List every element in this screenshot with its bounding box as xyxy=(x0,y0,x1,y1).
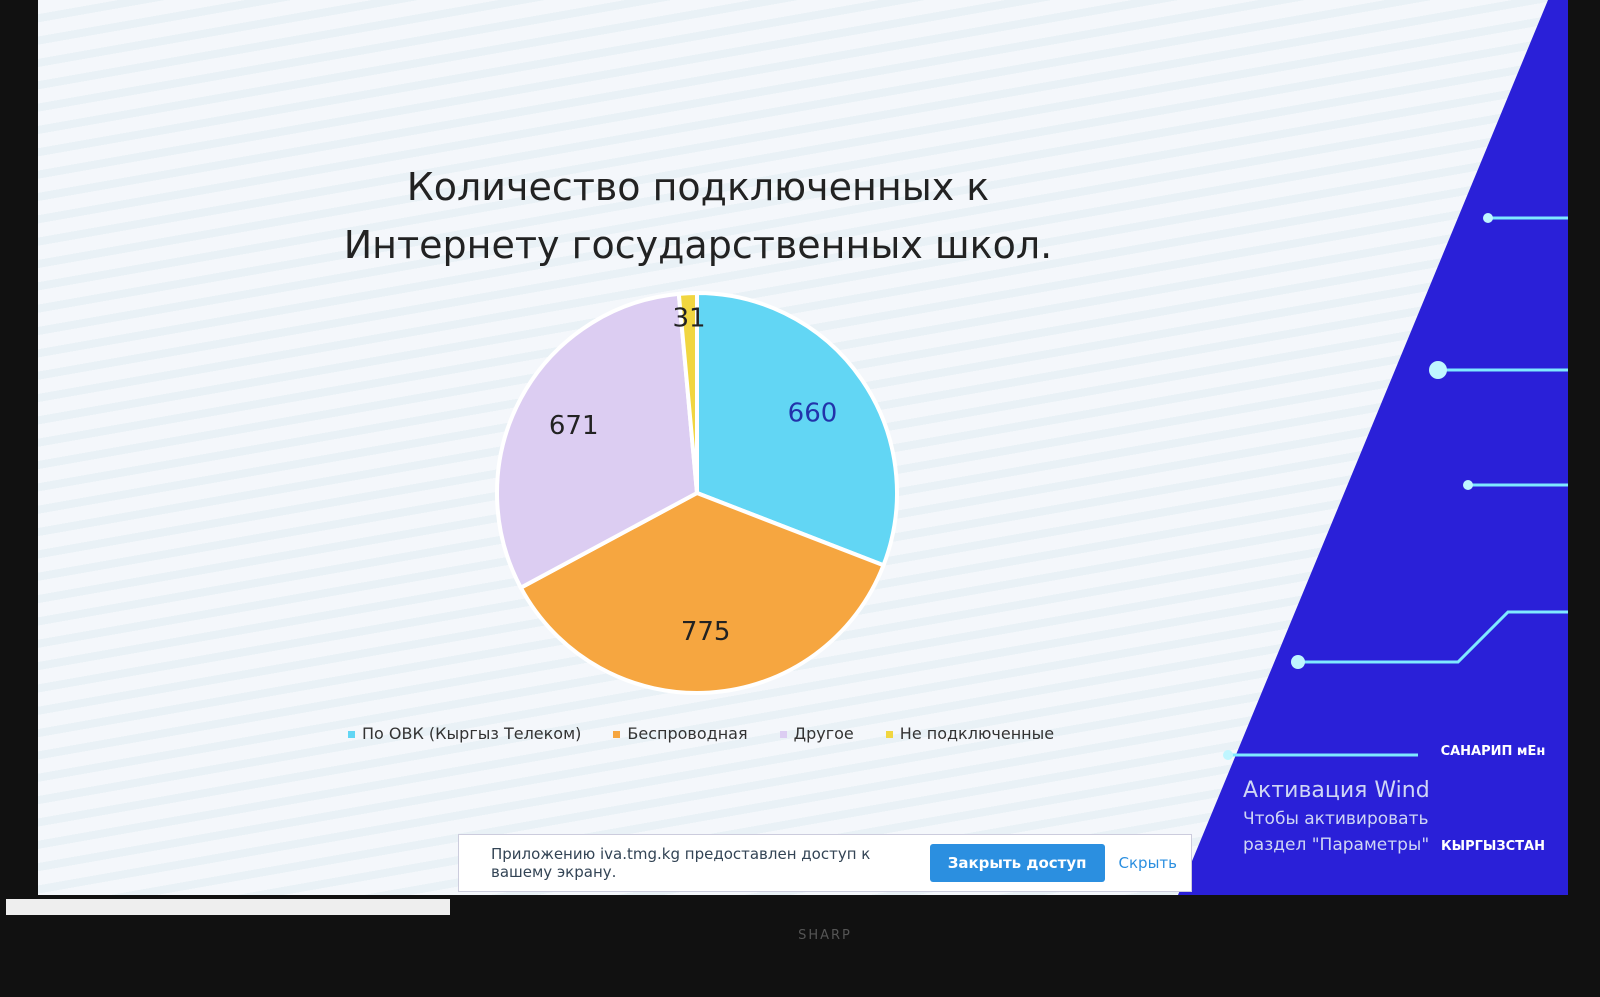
logo-text: САНАРИП мЕн xyxy=(1440,744,1546,759)
screen: Количество подключенных к Интернету госу… xyxy=(38,0,1568,895)
legend-swatch xyxy=(779,731,787,738)
pie-chart: 660 775 671 31 xyxy=(495,290,899,695)
watermark-title: Активация Wind xyxy=(1243,778,1430,803)
legend-label: По ОВК (Кыргыз Телеком) xyxy=(362,724,582,743)
share-notification: Приложению iva.tmg.kg предоставлен досту… xyxy=(458,834,1192,892)
notification-message: Приложению iva.tmg.kg предоставлен досту… xyxy=(491,845,871,881)
chart-title: Количество подключенных к Интернету госу… xyxy=(343,165,1053,267)
watermark-text: раздел "Параметры" xyxy=(1243,835,1430,855)
legend-label: Беспроводная xyxy=(627,724,748,743)
legend-swatch xyxy=(613,731,621,738)
pie-slice xyxy=(495,291,700,591)
pie-slice xyxy=(676,290,699,494)
pie-slice xyxy=(518,490,887,695)
logo-text: КЫРГЫЗСТАН xyxy=(1441,839,1545,854)
data-label: 660 xyxy=(788,398,838,428)
legend-swatch xyxy=(348,731,355,738)
legend: По ОВК (Кыргыз Телеком) Беспроводная Друго… xyxy=(348,724,1054,743)
taskbar xyxy=(6,899,450,915)
tv-brand: SHARP xyxy=(798,928,852,943)
decor-panel xyxy=(1178,0,1568,895)
legend-swatch xyxy=(885,731,893,738)
legend-item: Беспроводная xyxy=(613,724,748,743)
activation-watermark: Активация Wind Чтобы активировать раздел… xyxy=(1243,778,1430,855)
watermark-text: Чтобы активировать xyxy=(1243,809,1429,829)
data-label: 671 xyxy=(549,411,599,441)
data-label: 31 xyxy=(673,304,706,334)
legend-label: Не подключенные xyxy=(899,724,1055,743)
legend-label: Другое xyxy=(793,724,854,743)
legend-item: По ОВК (Кыргыз Телеком) xyxy=(348,724,581,743)
logo: САНАРИП мЕн КЫРГЫЗСТАН xyxy=(1428,744,1558,854)
hide-link[interactable]: Скрыть xyxy=(1118,854,1177,872)
close-access-button[interactable]: Закрыть доступ xyxy=(929,844,1105,882)
legend-item: Не подключенные xyxy=(885,724,1055,743)
data-label: 775 xyxy=(681,617,731,647)
legend-item: Другое xyxy=(779,724,854,743)
pie-slice xyxy=(695,290,899,568)
